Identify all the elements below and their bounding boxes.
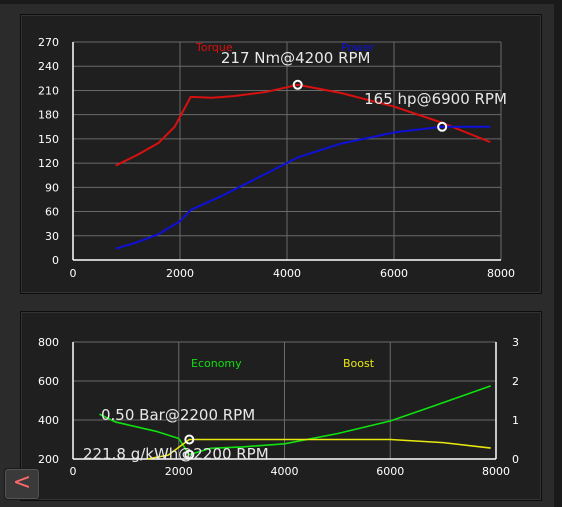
y-tick-label: 60: [45, 206, 59, 219]
annotation-torque: 217 Nm@4200 RPM: [221, 49, 371, 67]
x-tick-label: 2000: [166, 267, 194, 280]
y2-tick-label: 2: [512, 375, 519, 388]
x-tick-label: 0: [70, 465, 77, 478]
x-tick-label: 8000: [482, 465, 510, 478]
marker-economy: [184, 449, 195, 460]
back-button[interactable]: <: [4, 468, 40, 500]
legend-power: Power: [341, 41, 375, 54]
y-tick-label: 0: [52, 254, 59, 267]
series-line-power: [115, 125, 491, 250]
annotation-economy: 221.8 g/kWh@2200 RPM: [83, 445, 269, 463]
torque-power-chart: 0 2000 4000 6000 8000 270 240 210 180 150 120 90 60 3…: [38, 36, 515, 280]
y-tick-label: 180: [38, 109, 59, 122]
economy-boost-panel: 0 2000 4000 6000 8000 800 600 400 200 3 2 1 0 Economy…: [20, 311, 542, 501]
y-tick-label: 120: [38, 157, 59, 170]
torque-power-panel: 0 2000 4000 6000 8000 270 240 210 180 150 120 90 60 3…: [20, 14, 542, 294]
peak-marker-torque: [292, 79, 303, 90]
y2-tick-label: 3: [512, 336, 519, 349]
economy-boost-chart: 0 2000 4000 6000 8000 800 600 400 200 3 2 1 0 Economy…: [38, 336, 519, 478]
y2-tick-label: 1: [512, 414, 519, 427]
series-line-torque: [115, 83, 491, 167]
x-tick-label: 4000: [271, 465, 299, 478]
peak-marker-power: [437, 121, 448, 132]
annotation-boost: 0.50 Bar@2200 RPM: [101, 406, 255, 424]
y-tick-label: 800: [38, 336, 59, 349]
x-tick-label: 0: [70, 267, 77, 280]
legend-torque: Torque: [195, 41, 233, 54]
annotation-power: 165 hp@6900 RPM: [364, 90, 507, 108]
legend-economy: Economy: [191, 357, 242, 370]
y-tick-label: 30: [45, 230, 59, 243]
y-tick-label: 400: [38, 414, 59, 427]
series-line-economy: [99, 385, 491, 456]
x-tick-label: 6000: [376, 465, 404, 478]
y-tick-label: 600: [38, 375, 59, 388]
x-tick-label: 4000: [273, 267, 301, 280]
legend-boost: Boost: [343, 357, 375, 370]
x-tick-label: 6000: [380, 267, 408, 280]
y-tick-label: 210: [38, 84, 59, 97]
x-tick-label: 8000: [487, 267, 515, 280]
series-line-boost: [146, 438, 491, 460]
marker-boost: [184, 434, 195, 445]
y-tick-label: 270: [38, 36, 59, 49]
y-tick-label: 150: [38, 133, 59, 146]
y2-tick-label: 0: [512, 453, 519, 466]
x-tick-label: 2000: [165, 465, 193, 478]
y-tick-label: 200: [38, 453, 59, 466]
y-tick-label: 90: [45, 181, 59, 194]
y-tick-label: 240: [38, 60, 59, 73]
